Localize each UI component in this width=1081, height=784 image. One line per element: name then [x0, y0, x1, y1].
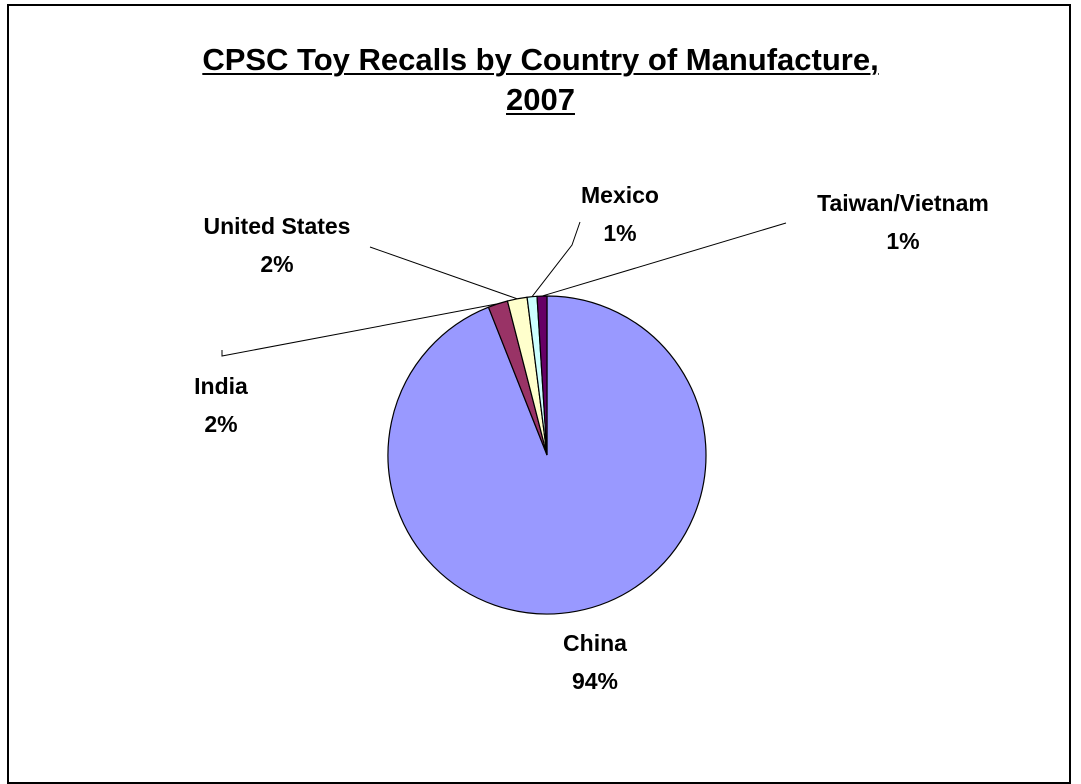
- slice-label-percent-china: 94%: [572, 668, 618, 694]
- pie-slice-taiwan-vietnam: [536, 295, 548, 456]
- slice-label-name-china: China: [563, 630, 627, 656]
- slice-label-percent-india: 2%: [204, 411, 237, 437]
- leader-line-mexico: [531, 221, 581, 298]
- slice-label-name-taiwan-vietnam: Taiwan/Vietnam: [817, 190, 989, 216]
- leader-line-united-states: [369, 246, 518, 300]
- slice-label-name-india: India: [194, 373, 248, 399]
- slice-labels: China 94% India 2% United States 2% Mexico 1% Ta…: [194, 182, 989, 694]
- slice-label-name-mexico: Mexico: [581, 182, 659, 208]
- slice-label-percent-taiwan-vietnam: 1%: [886, 228, 919, 254]
- slice-label-percent-united-states: 2%: [260, 251, 293, 277]
- leader-line-taiwan-vietnam: [541, 222, 787, 297]
- chart-title-line-1: CPSC Toy Recalls by Country of Manufactu…: [202, 42, 879, 77]
- leader-line-india: [221, 303, 498, 357]
- pie-slices: [387, 295, 707, 615]
- slice-label-name-united-states: United States: [204, 213, 351, 239]
- chart-title: CPSC Toy Recalls by Country of Manufactu…: [0, 40, 1081, 120]
- slice-label-percent-mexico: 1%: [603, 220, 636, 246]
- chart-title-line-2: 2007: [506, 82, 575, 117]
- leader-lines: [221, 221, 787, 357]
